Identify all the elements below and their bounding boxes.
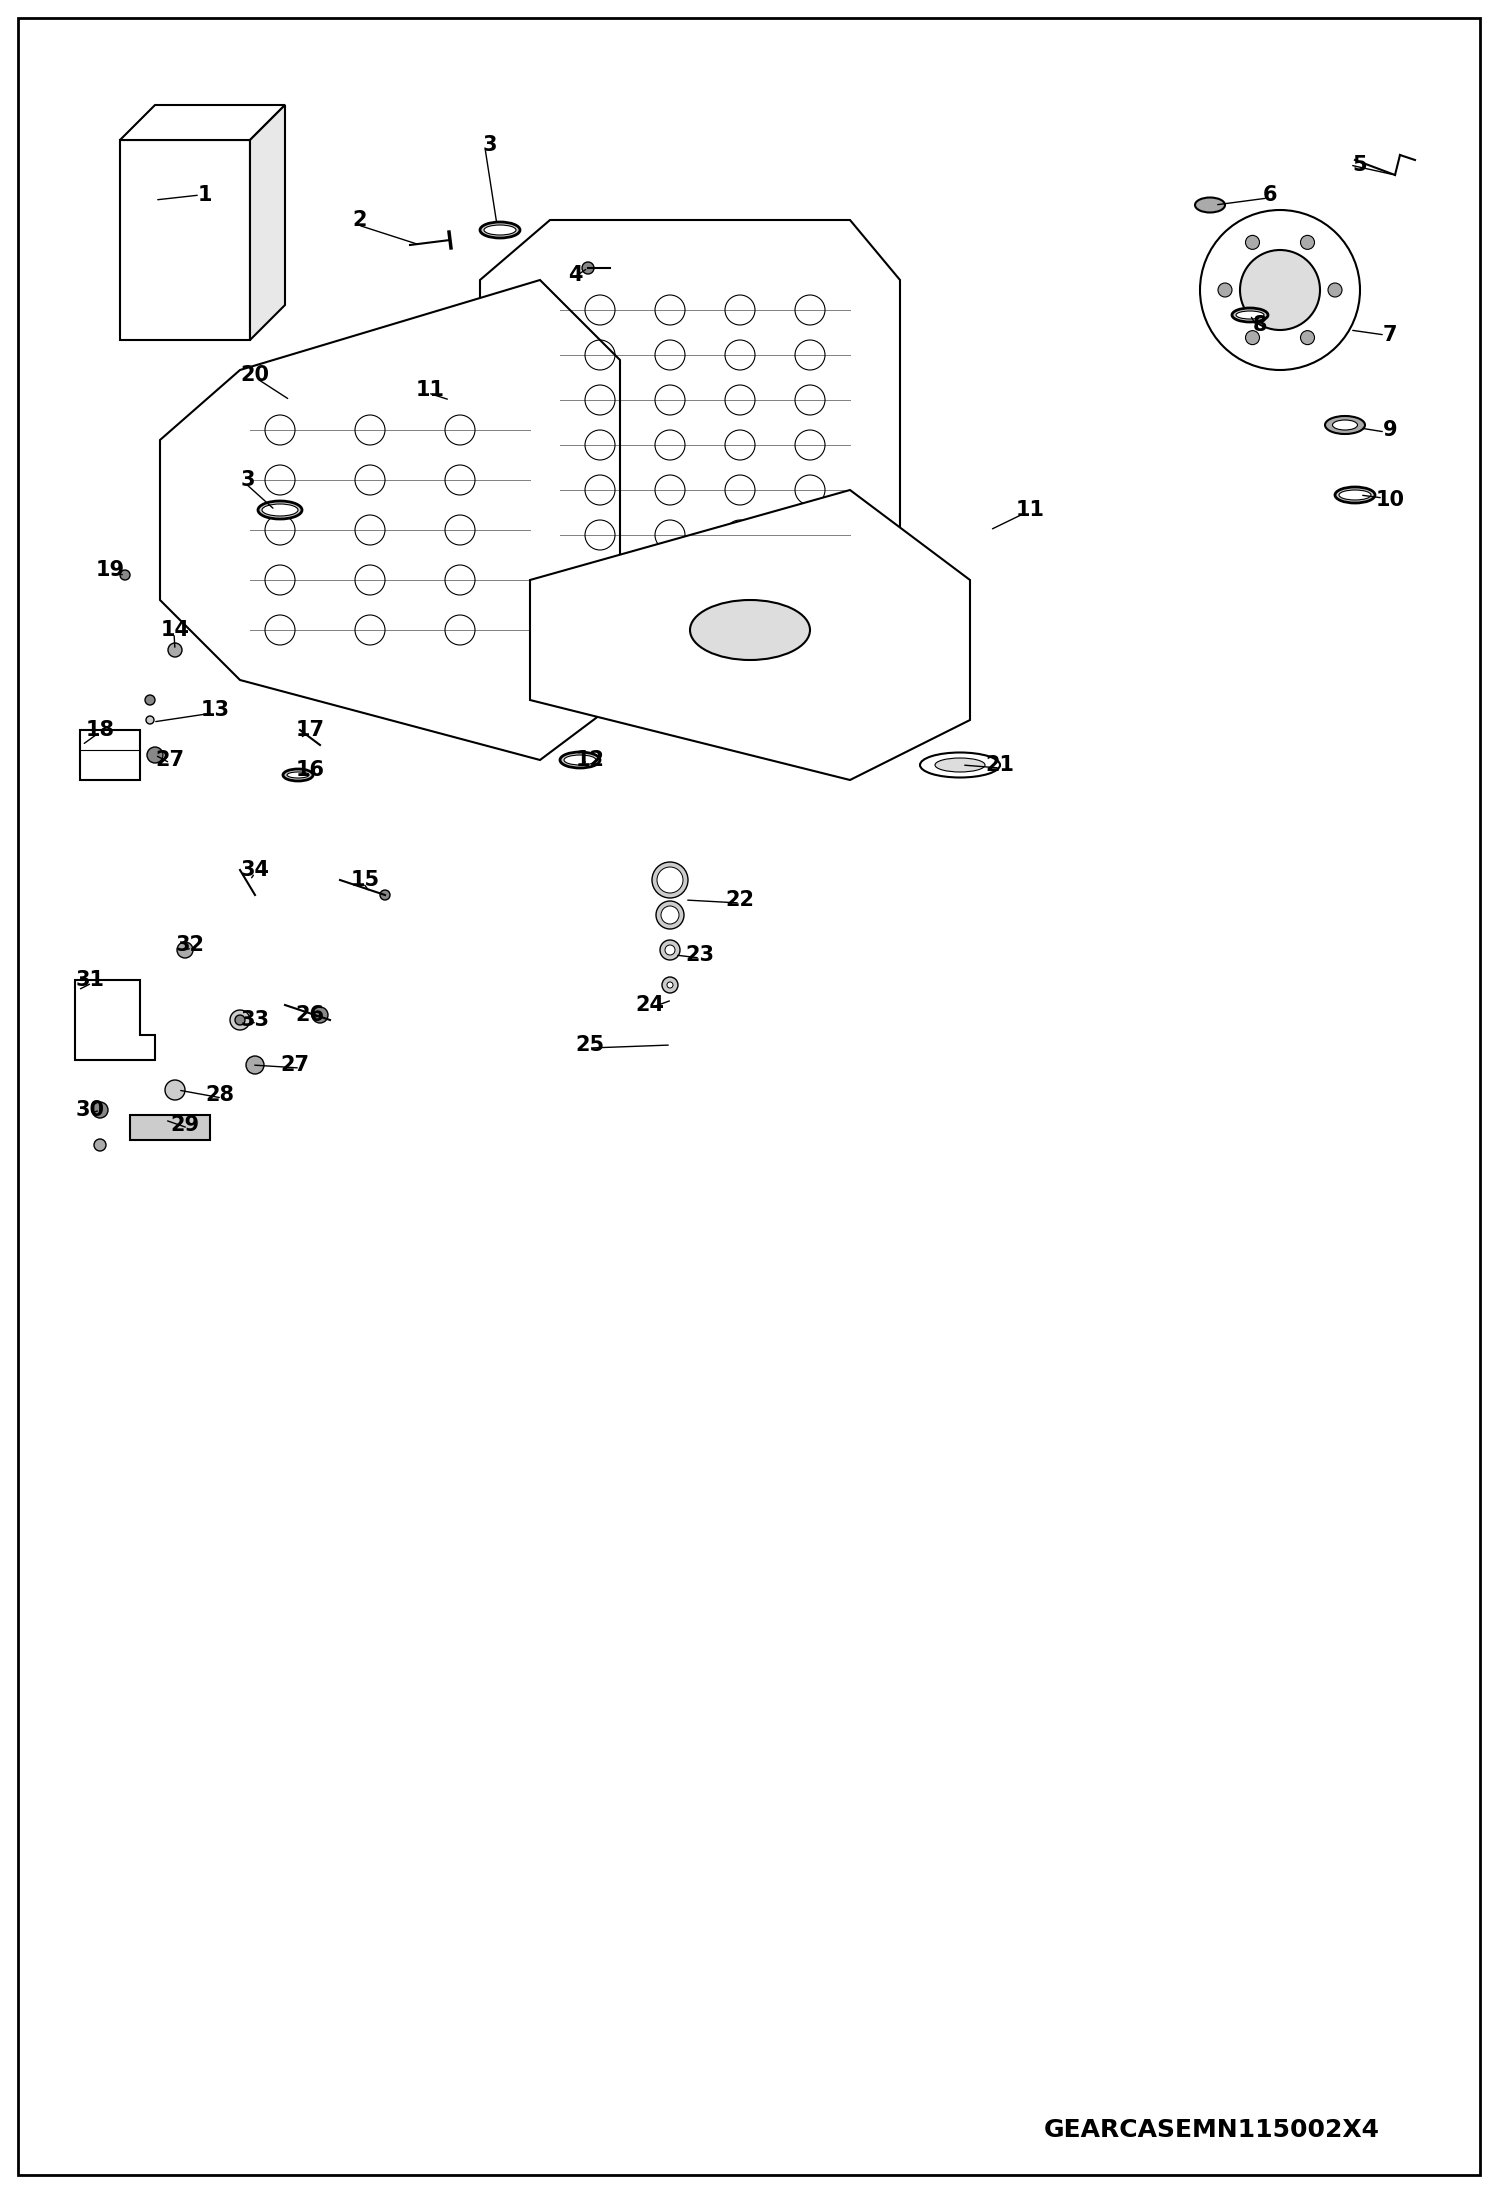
Ellipse shape — [484, 226, 515, 235]
Text: 20: 20 — [241, 364, 270, 386]
Text: 14: 14 — [160, 621, 190, 640]
Text: 22: 22 — [725, 890, 755, 910]
Text: 27: 27 — [156, 750, 184, 770]
Text: 28: 28 — [205, 1086, 235, 1105]
Text: GEARCASEMN115002X4: GEARCASEMN115002X4 — [1044, 2118, 1380, 2143]
Circle shape — [1300, 235, 1315, 250]
Circle shape — [168, 643, 181, 658]
Circle shape — [91, 1103, 108, 1118]
Text: 9: 9 — [1383, 421, 1398, 441]
Polygon shape — [79, 730, 139, 781]
Ellipse shape — [565, 754, 596, 765]
Bar — [130, 1114, 210, 1140]
Ellipse shape — [1335, 487, 1375, 502]
Circle shape — [94, 1138, 106, 1151]
Circle shape — [656, 901, 685, 930]
Ellipse shape — [1339, 489, 1371, 500]
Circle shape — [1329, 283, 1342, 296]
Text: 29: 29 — [171, 1114, 199, 1136]
Text: 34: 34 — [241, 860, 270, 879]
Text: 19: 19 — [96, 559, 124, 579]
Text: 17: 17 — [295, 719, 325, 739]
Circle shape — [235, 1015, 246, 1024]
Text: 26: 26 — [295, 1004, 325, 1024]
Text: 7: 7 — [1383, 325, 1398, 344]
Ellipse shape — [935, 759, 986, 772]
Text: 32: 32 — [175, 934, 205, 954]
Circle shape — [661, 941, 680, 961]
Ellipse shape — [288, 772, 309, 779]
Circle shape — [231, 1011, 250, 1031]
Polygon shape — [479, 219, 900, 640]
Circle shape — [662, 978, 679, 993]
Text: 11: 11 — [415, 379, 445, 399]
Text: 6: 6 — [1263, 184, 1278, 204]
Circle shape — [661, 906, 679, 923]
Ellipse shape — [920, 752, 1001, 779]
Circle shape — [147, 748, 163, 763]
Circle shape — [165, 1079, 184, 1101]
Text: 3: 3 — [482, 136, 497, 156]
Text: 27: 27 — [280, 1055, 310, 1075]
Circle shape — [312, 1007, 328, 1022]
Text: 25: 25 — [575, 1035, 605, 1055]
Text: 13: 13 — [201, 700, 229, 719]
Ellipse shape — [1333, 421, 1357, 430]
Text: 16: 16 — [295, 761, 325, 781]
Text: 4: 4 — [568, 265, 583, 285]
Ellipse shape — [691, 601, 810, 660]
Ellipse shape — [1236, 311, 1264, 318]
Ellipse shape — [262, 504, 298, 515]
Circle shape — [583, 261, 595, 274]
Text: 11: 11 — [1016, 500, 1044, 520]
Text: 15: 15 — [351, 871, 379, 890]
Circle shape — [145, 715, 154, 724]
Ellipse shape — [1231, 307, 1267, 322]
Circle shape — [246, 1057, 264, 1075]
Text: 10: 10 — [1375, 489, 1405, 511]
Circle shape — [145, 695, 154, 704]
Ellipse shape — [1195, 197, 1225, 213]
Ellipse shape — [1200, 211, 1360, 371]
Circle shape — [120, 570, 130, 579]
Text: 12: 12 — [575, 750, 605, 770]
Polygon shape — [530, 489, 971, 781]
Text: 33: 33 — [241, 1011, 270, 1031]
Text: 21: 21 — [986, 754, 1014, 774]
Ellipse shape — [1326, 417, 1365, 434]
Circle shape — [1300, 331, 1315, 344]
Circle shape — [380, 890, 389, 899]
Text: 23: 23 — [686, 945, 715, 965]
Circle shape — [658, 866, 683, 893]
Circle shape — [652, 862, 688, 897]
Circle shape — [665, 945, 676, 954]
Polygon shape — [75, 980, 154, 1059]
Ellipse shape — [479, 221, 520, 239]
Ellipse shape — [560, 752, 601, 768]
Text: 2: 2 — [352, 211, 367, 230]
Polygon shape — [250, 105, 285, 340]
Circle shape — [1245, 331, 1260, 344]
Ellipse shape — [283, 770, 313, 781]
Text: 24: 24 — [635, 996, 665, 1015]
Ellipse shape — [258, 500, 303, 520]
Circle shape — [1245, 235, 1260, 250]
Text: 1: 1 — [198, 184, 213, 204]
Circle shape — [177, 943, 193, 958]
Ellipse shape — [1240, 250, 1320, 329]
Circle shape — [1218, 283, 1231, 296]
Text: 3: 3 — [241, 469, 255, 489]
Polygon shape — [160, 281, 620, 761]
Text: 18: 18 — [85, 719, 114, 739]
Text: 31: 31 — [75, 969, 105, 989]
Bar — [120, 140, 250, 340]
Circle shape — [667, 982, 673, 989]
Text: 30: 30 — [75, 1101, 105, 1121]
Polygon shape — [120, 105, 285, 140]
Text: 8: 8 — [1252, 316, 1267, 336]
Text: 5: 5 — [1353, 156, 1368, 175]
